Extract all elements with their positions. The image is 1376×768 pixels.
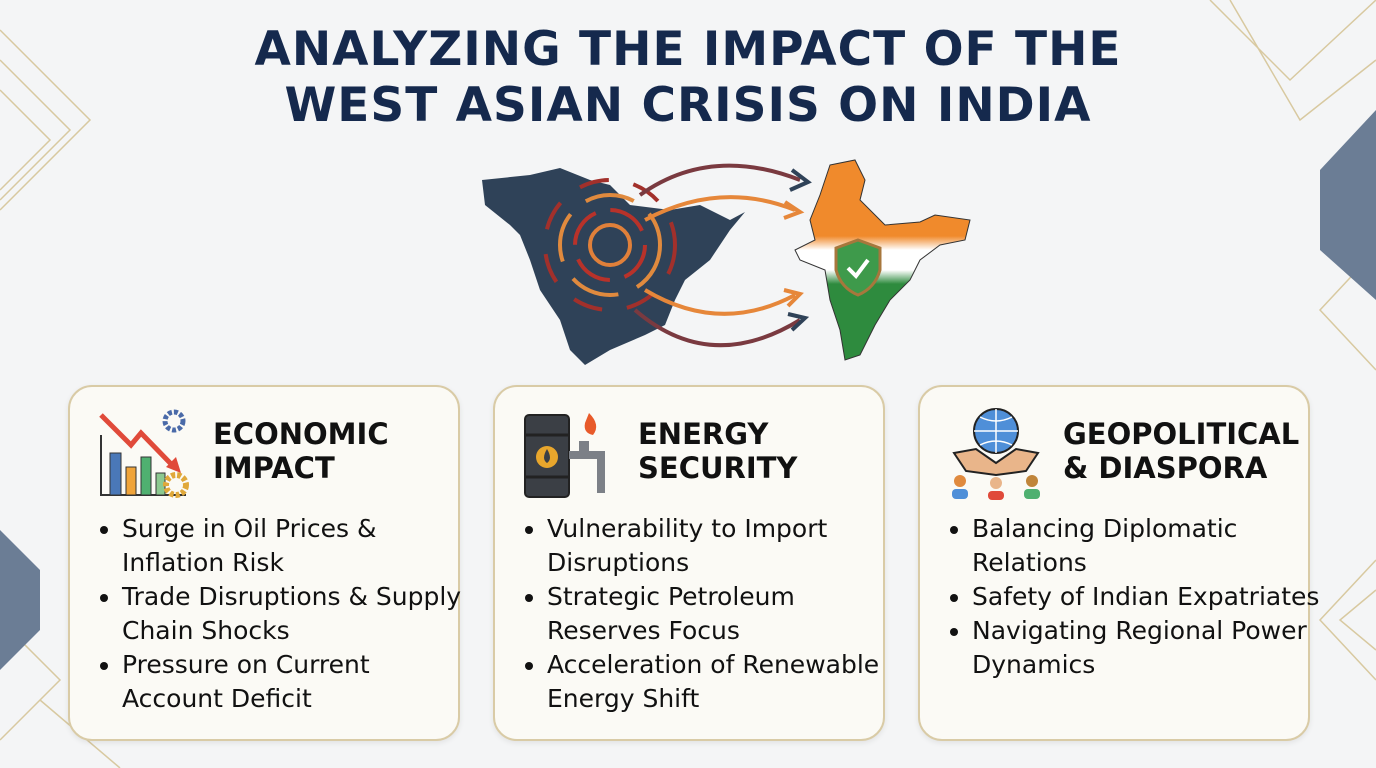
west-asia-to-india-illustration [482,159,971,365]
bullet-list: Balancing Diplomatic Relations Safety of… [942,512,1322,682]
bullet-item: Navigating Regional Power Dynamics [972,614,1322,682]
card-title: ECONOMIC IMPACT [213,417,389,485]
bullet-item: Vulnerability to Import Disruptions [547,512,897,580]
bullet-list: Vulnerability to Import Disruptions Stra… [517,512,897,716]
crisis-swirl [543,178,677,312]
globe-handshake-people-icon [952,408,1040,500]
bullet-item: Trade Disruptions & Supply Chain Shocks [122,580,472,648]
title-line-1: ANALYZING THE IMPACT OF THE [254,22,1122,77]
oil-barrel-pipeline-icon [524,413,605,498]
page-title: ANALYZING THE IMPACT OF THE WEST ASIAN C… [0,22,1376,134]
card-geopolitical-diaspora: GEOPOLITICAL & DIASPORA Balancing Diplom… [918,385,1319,741]
bullet-item: Strategic Petroleum Reserves Focus [547,580,897,648]
card-energy-security: ENERGY SECURITY Vulnerability to Import … [493,385,885,741]
card-title-line: & DIASPORA [1063,451,1268,485]
bullet-item: Surge in Oil Prices & Inflation Risk [122,512,472,580]
chart-decline-gears-icon [99,409,189,498]
card-title-line: IMPACT [213,451,335,485]
card-title: GEOPOLITICAL & DIASPORA [1063,417,1299,485]
bullet-item: Acceleration of Renewable Energy Shift [547,648,897,716]
flow-arrows [633,163,812,348]
shield-check-icon [834,238,882,297]
card-title: ENERGY SECURITY [638,417,797,485]
card-title-line: GEOPOLITICAL [1063,417,1300,451]
bullet-item: Balancing Diplomatic Relations [972,512,1322,580]
card-title-line: ECONOMIC [213,417,389,451]
card-economic-impact: ECONOMIC IMPACT Surge in Oil Prices & In… [68,385,461,741]
india-map [794,159,971,361]
bullet-list: Surge in Oil Prices & Inflation Risk Tra… [92,512,472,716]
bullet-item: Safety of Indian Expatriates [972,580,1322,614]
title-line-2: WEST ASIAN CRISIS ON INDIA [284,78,1092,133]
card-title-line: SECURITY [638,451,798,485]
bullet-item: Pressure on Current Account Deficit [122,648,472,716]
card-title-line: ENERGY [638,417,769,451]
